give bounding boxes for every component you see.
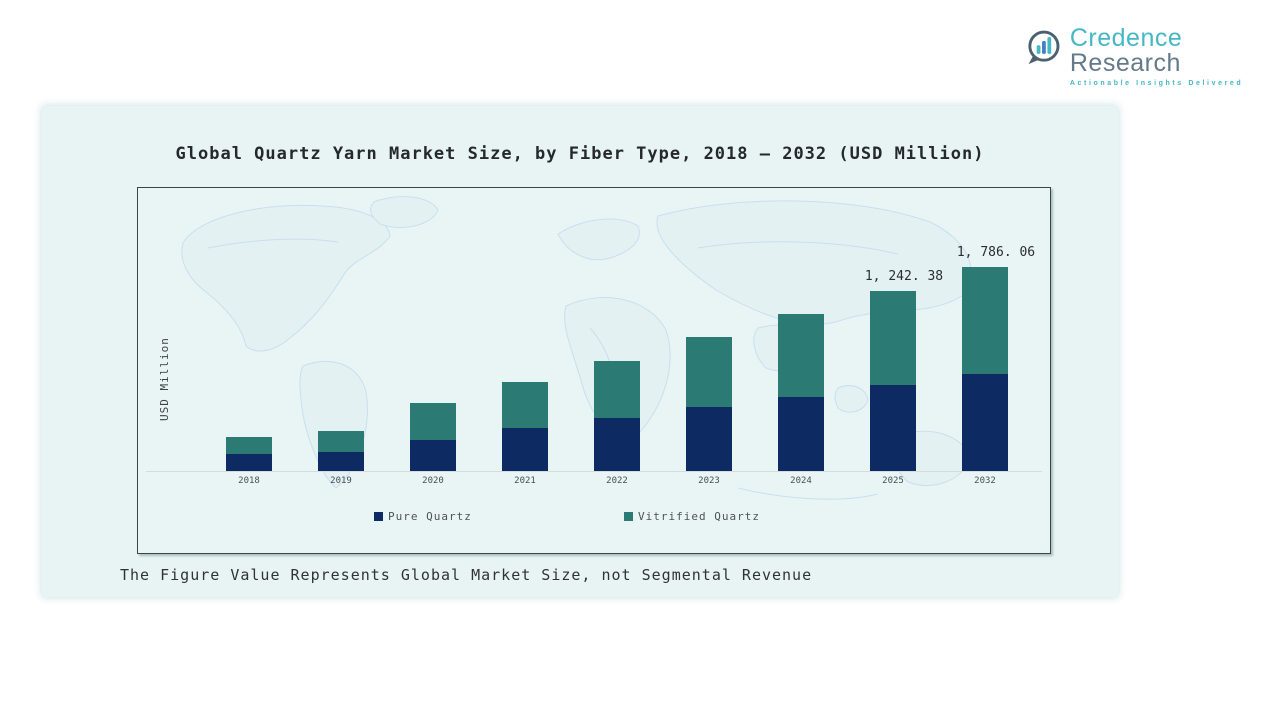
chart-title: Global Quartz Yarn Market Size, by Fiber… (175, 144, 985, 164)
x-tick-label-2023: 2023 (698, 476, 720, 486)
logo-brand-secondary: Research (1069, 49, 1181, 77)
logo-chart-bubble-icon (1028, 30, 1060, 65)
legend: Pure Quartz Vitrified Quartz (138, 510, 1050, 526)
logo-tagline: Actionable Insights Delivered (1069, 80, 1244, 87)
segment-vitrified-quartz-2032 (962, 267, 1008, 374)
x-tick-label-2019: 2019 (330, 476, 352, 486)
plot-area: 2018 2019 2020 2021 2022 2023 2024 2025 2032 1, … (137, 187, 1051, 554)
segment-pure-quartz-2023 (686, 407, 732, 471)
data-label-2025: 1, 242. 38 (864, 269, 944, 284)
stacked-bar-2024 (778, 314, 824, 471)
data-label-2032: 1, 786. 06 (956, 245, 1036, 260)
segment-pure-quartz-2022 (594, 418, 640, 471)
y-axis-title: USD Million (158, 337, 171, 421)
segment-vitrified-quartz-2020 (410, 403, 456, 440)
legend-item-vitrified-quartz: Vitrified Quartz (624, 510, 760, 523)
segment-pure-quartz-2024 (778, 397, 824, 471)
legend-item-pure-quartz: Pure Quartz (374, 510, 472, 523)
world-map-background (181, 196, 972, 500)
legend-label-pure-quartz: Pure Quartz (388, 510, 472, 523)
legend-swatch-pure-quartz (374, 512, 383, 521)
segment-vitrified-quartz-2023 (686, 337, 732, 407)
segment-pure-quartz-2025 (870, 385, 916, 471)
stacked-bar-2021 (502, 382, 548, 471)
credence-research-logo: Credence Research Actionable Insights De… (1026, 26, 1267, 87)
x-tick-label-2018: 2018 (238, 476, 260, 486)
segment-pure-quartz-2032 (962, 374, 1008, 471)
chart-panel: Global Quartz Yarn Market Size, by Fiber… (42, 106, 1118, 597)
logo-wordmark: Credence Research Actionable Insights De… (1069, 24, 1267, 88)
x-axis-line (146, 471, 1042, 472)
segment-vitrified-quartz-2021 (502, 382, 548, 428)
segment-vitrified-quartz-2025 (870, 291, 916, 385)
segment-pure-quartz-2018 (226, 454, 272, 471)
stacked-bar-2020 (410, 403, 456, 471)
x-tick-label-2032: 2032 (974, 476, 996, 486)
x-tick-label-2022: 2022 (606, 476, 628, 486)
segment-vitrified-quartz-2024 (778, 314, 824, 397)
segment-vitrified-quartz-2018 (226, 437, 272, 454)
segment-pure-quartz-2021 (502, 428, 548, 471)
x-tick-label-2024: 2024 (790, 476, 812, 486)
stacked-bar-2018 (226, 437, 272, 471)
figure-note: The Figure Value Represents Global Marke… (120, 566, 813, 584)
stacked-bar-2032 (962, 267, 1008, 471)
stacked-bar-2022 (594, 361, 640, 471)
segment-vitrified-quartz-2019 (318, 431, 364, 452)
legend-swatch-vitrified-quartz (624, 512, 633, 521)
segment-vitrified-quartz-2022 (594, 361, 640, 418)
segment-pure-quartz-2020 (410, 440, 456, 471)
stacked-bar-2025 (870, 291, 916, 471)
x-tick-label-2021: 2021 (514, 476, 536, 486)
logo-brand-primary: Credence (1069, 24, 1183, 52)
stacked-bar-2019 (318, 431, 364, 471)
x-tick-label-2020: 2020 (422, 476, 444, 486)
x-tick-label-2025: 2025 (882, 476, 904, 486)
segment-pure-quartz-2019 (318, 452, 364, 471)
legend-label-vitrified-quartz: Vitrified Quartz (638, 510, 760, 523)
stacked-bar-2023 (686, 337, 732, 471)
